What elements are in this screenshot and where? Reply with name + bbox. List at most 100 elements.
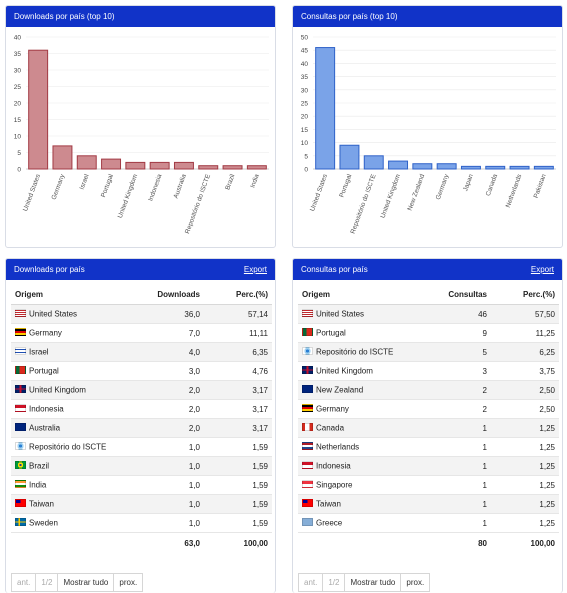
downloads-cell: 1,0 [126, 494, 204, 514]
bar-9 [246, 165, 267, 170]
downloads-cell: 3,0 [126, 361, 204, 381]
table-row: Israel 4,0 6,35 [11, 342, 272, 362]
consultas-table-header: Consultas por país Export [293, 259, 562, 280]
bar-7 [485, 165, 506, 170]
downloads-cell: 1,0 [126, 513, 204, 533]
perc-cell: 11,11 [204, 323, 272, 343]
bar-0 [28, 49, 49, 170]
perc-cell: 1,59 [204, 456, 272, 476]
bar-1 [52, 145, 73, 170]
pager-next-button[interactable]: prox. [400, 573, 431, 592]
y-tick-label: 10 [301, 140, 309, 147]
perc-cell: 1,59 [204, 437, 272, 457]
x-tick-label: India [249, 173, 261, 189]
x-tick-label: Repositório do ISCTE [350, 173, 378, 235]
x-tick-label: United States [309, 173, 329, 213]
y-tick-label: 20 [14, 101, 22, 108]
country-label: Canada [316, 423, 345, 433]
flag-us-icon [15, 309, 26, 318]
x-tick-label: Japan [462, 173, 475, 192]
y-tick-label: 25 [301, 101, 309, 108]
pager-show-all-button[interactable]: Mostrar tudo [57, 573, 115, 592]
x-tick-label: Germany [435, 173, 451, 201]
consultas-cell: 9 [413, 323, 491, 343]
perc-cell: 1,25 [491, 456, 559, 476]
origem-cell: Indonesia [11, 399, 126, 419]
perc-cell: 1,25 [491, 475, 559, 495]
table-row: India 1,0 1,59 [11, 475, 272, 495]
perc-cell: 6,35 [204, 342, 272, 362]
flag-br-icon [15, 461, 26, 470]
consultas-chart-header: Consultas por país (top 10) [293, 6, 562, 27]
downloads-chart-panel: Downloads por país (top 10) 0 5 10 15 20 25 30… [5, 5, 276, 248]
consultas-cell: 2 [413, 380, 491, 400]
origem-cell: United Kingdom [298, 361, 413, 381]
pager-prev-button[interactable]: ant. [298, 573, 324, 592]
consultas-cell: 1 [413, 418, 491, 438]
origem-cell: United States [298, 304, 413, 324]
x-tick-label: United Kingdom [117, 173, 139, 219]
origem-cell: Australia [11, 418, 126, 438]
column-header-consultas[interactable]: Consultas [413, 285, 491, 305]
downloads-cell: 7,0 [126, 323, 204, 343]
table-row: United States 36,0 57,14 [11, 304, 272, 324]
country-label: Netherlands [316, 442, 360, 452]
country-label: Indonesia [316, 461, 351, 471]
country-label: Indonesia [29, 404, 64, 414]
pager-show-all-button[interactable]: Mostrar tudo [344, 573, 402, 592]
consultas-chart-panel: Consultas por país (top 10) 0 5 10 15 20 25 30… [292, 5, 563, 248]
perc-cell: 57,50 [491, 304, 559, 324]
x-tick-label: Brazil [224, 173, 236, 191]
x-tick-label: Germany [51, 173, 67, 201]
perc-cell: 1,59 [204, 475, 272, 495]
origem-cell: Portugal [11, 361, 126, 381]
flag-ca-icon [302, 423, 313, 432]
perc-cell: 4,76 [204, 361, 272, 381]
country-label: Portugal [29, 366, 59, 376]
downloads-cell: 1,0 [126, 475, 204, 495]
perc-cell: 11,25 [491, 323, 559, 343]
pager-next-button[interactable]: prox. [113, 573, 144, 592]
country-label: United Kingdom [316, 366, 373, 376]
column-header-downloads[interactable]: Downloads [126, 285, 204, 305]
consultas-bar-chart: 0 5 10 15 20 25 30 35 40 45 50 United States Portuga… [301, 35, 556, 235]
x-tick-label: Israel [79, 173, 91, 191]
total-consultas: 80 [478, 538, 487, 548]
flag-de-icon [15, 328, 26, 337]
perc-cell: 57,14 [204, 304, 272, 324]
country-label: Taiwan [316, 499, 341, 509]
flag-gb-icon [15, 385, 26, 394]
perc-cell: 3,17 [204, 380, 272, 400]
perc-cell: 3,17 [204, 418, 272, 438]
downloads-bar-chart: 0 5 10 15 20 25 30 35 40 United States Germany Isra… [14, 35, 269, 235]
x-tick-label: Portugal [100, 173, 115, 199]
table-row: New Zealand 2 2,50 [298, 380, 559, 400]
perc-cell: 6,25 [491, 342, 559, 362]
perc-cell: 2,50 [491, 399, 559, 419]
flag-au-icon [15, 423, 26, 432]
column-header-origem[interactable]: Origem [11, 285, 126, 305]
table-row: Taiwan 1,0 1,59 [11, 494, 272, 514]
flag-sg-icon [302, 480, 313, 489]
column-header-perc[interactable]: Perc.(%) [491, 285, 559, 305]
flag-in-icon [15, 480, 26, 489]
table-row: Repositório do ISCTE 1,0 1,59 [11, 437, 272, 457]
flag-tw-icon [15, 499, 26, 508]
table-row: Portugal 3,0 4,76 [11, 361, 272, 381]
table-row: Brazil 1,0 1,59 [11, 456, 272, 476]
bar-4 [412, 163, 433, 170]
column-header-perc[interactable]: Perc.(%) [204, 285, 272, 305]
downloads-table-panel: Downloads por país Export Origem Downloa… [5, 258, 276, 593]
country-label: Germany [316, 404, 349, 414]
downloads-export-link[interactable]: Export [243, 265, 267, 274]
origem-cell: India [11, 475, 126, 495]
x-tick-label: United Kingdom [380, 173, 402, 219]
column-header-origem[interactable]: Origem [298, 285, 413, 305]
flag-gb-icon [302, 366, 313, 375]
pager-prev-button[interactable]: ant. [11, 573, 37, 592]
downloads-chart-header: Downloads por país (top 10) [6, 6, 275, 27]
downloads-table: Origem Downloads Perc.(%) United States 3… [11, 285, 272, 553]
y-tick-label: 15 [301, 127, 309, 134]
table-row: Taiwan 1 1,25 [298, 494, 559, 514]
consultas-export-link[interactable]: Export [530, 265, 554, 274]
